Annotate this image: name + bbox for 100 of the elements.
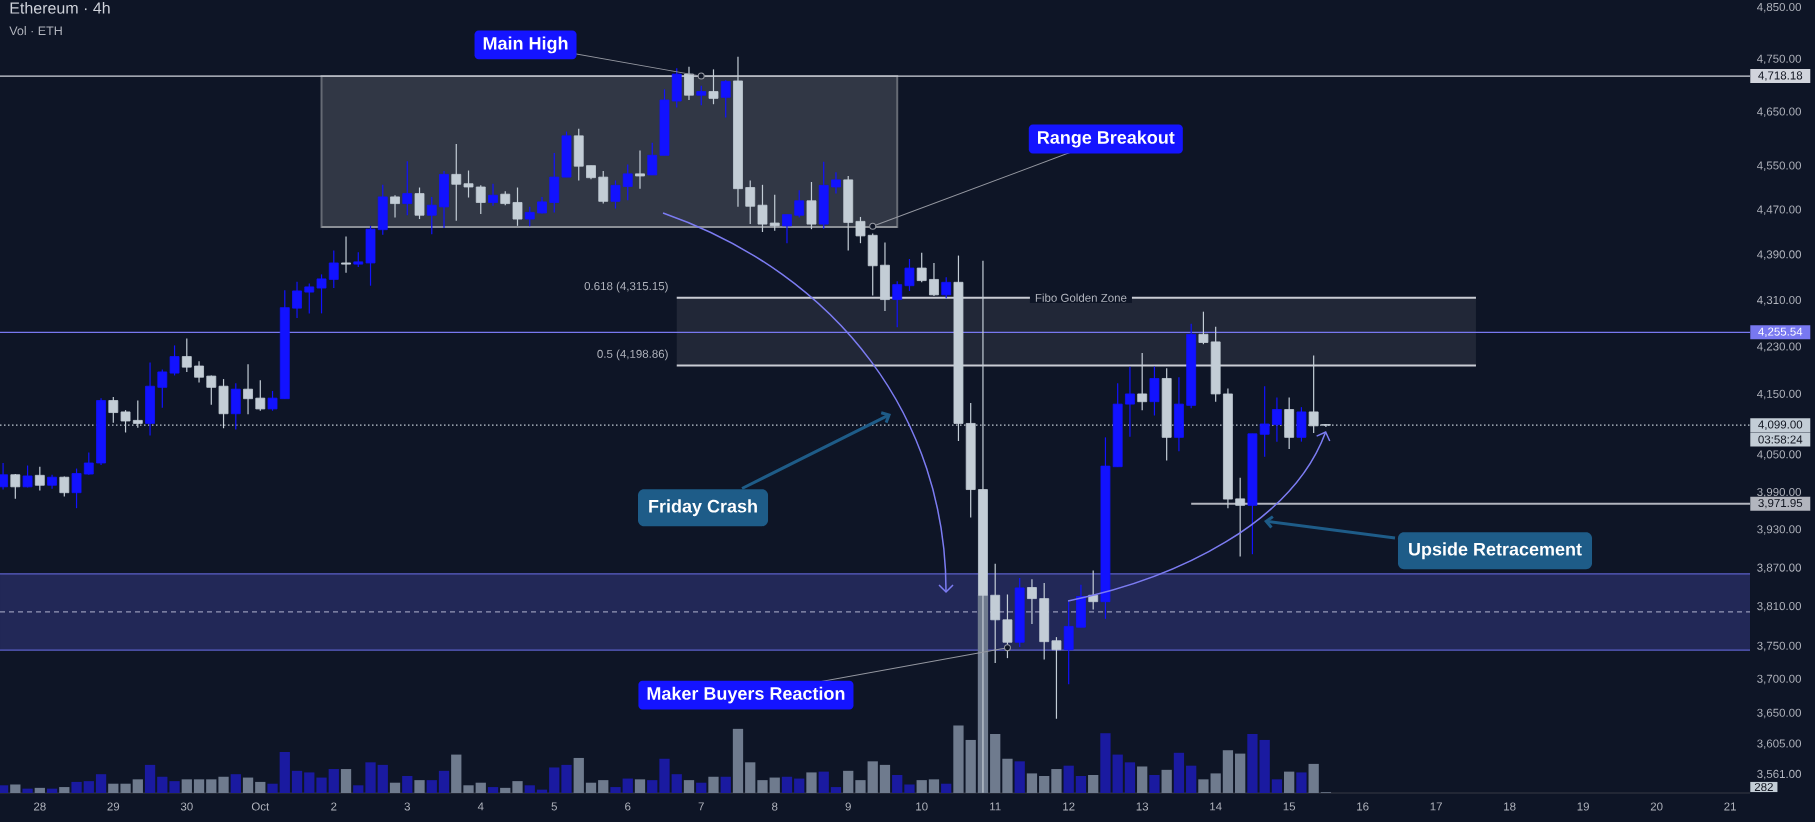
bar xyxy=(1149,774,1160,793)
candlestick xyxy=(708,68,719,105)
y-tick-label: 4,310.00 xyxy=(1757,295,1802,306)
bar xyxy=(683,780,695,793)
candlestick xyxy=(610,179,621,210)
bar xyxy=(1088,774,1099,793)
x-tick-label: 18 xyxy=(1504,802,1516,811)
bar xyxy=(1247,733,1258,793)
candlestick xyxy=(1149,366,1160,417)
candlestick xyxy=(304,282,315,314)
bar xyxy=(402,775,413,793)
text: 03:58:24 xyxy=(1758,435,1803,444)
annotation: Range Breakout xyxy=(1038,130,1175,148)
bar xyxy=(794,778,805,793)
bar xyxy=(316,777,327,793)
annotation: Fibo Golden Zone xyxy=(1035,293,1127,302)
candlestick xyxy=(255,379,266,412)
y-tick-label: 4,390.00 xyxy=(1757,250,1802,260)
candlestick xyxy=(463,169,474,199)
y-tick-label: 4,150.00 xyxy=(1757,389,1802,400)
bar xyxy=(732,728,744,793)
bar xyxy=(1259,739,1270,793)
bar xyxy=(59,787,70,793)
candlestick xyxy=(806,181,817,230)
bar xyxy=(757,780,768,793)
candlestick xyxy=(622,163,633,201)
bar xyxy=(230,774,241,793)
candlestick xyxy=(267,390,278,412)
bar xyxy=(647,780,658,793)
candlestick xyxy=(108,396,119,424)
bar xyxy=(1296,772,1307,793)
bar xyxy=(1100,733,1111,793)
bar xyxy=(573,757,584,793)
x-tick-label: 16 xyxy=(1357,802,1369,811)
y-tick-label: 3,750.00 xyxy=(1757,641,1802,652)
bar xyxy=(144,764,156,793)
candlestick xyxy=(169,344,180,377)
bar xyxy=(377,764,388,793)
bar xyxy=(1014,761,1025,793)
candlestick xyxy=(243,363,253,415)
bar xyxy=(720,776,731,793)
candlestick xyxy=(916,252,927,283)
bar xyxy=(1271,779,1283,793)
candlestick xyxy=(904,258,915,292)
annotation: Main High xyxy=(483,36,568,54)
x-tick-label: 20 xyxy=(1650,802,1663,811)
candlestick xyxy=(1027,578,1037,625)
candlestick xyxy=(1125,366,1135,438)
x-tick-label: 2 xyxy=(331,802,337,811)
bar xyxy=(365,762,376,793)
candlestick xyxy=(488,183,498,207)
bar xyxy=(941,783,952,793)
candlestick xyxy=(316,273,327,314)
candlestick xyxy=(341,235,351,274)
bar xyxy=(610,787,621,793)
x-tick-label: 30 xyxy=(180,802,193,811)
y-tick-label: 4,230.00 xyxy=(1757,342,1802,352)
candlestick xyxy=(328,249,339,289)
bar xyxy=(659,758,670,793)
x-tick-label: 17 xyxy=(1430,802,1442,811)
candlestick xyxy=(402,160,413,216)
bar xyxy=(512,781,523,793)
candlestick xyxy=(720,79,731,119)
bar xyxy=(769,777,780,793)
bar xyxy=(549,767,560,793)
x-tick-label: 6 xyxy=(625,802,631,811)
candlestick xyxy=(1259,385,1270,458)
candlestick xyxy=(769,194,780,232)
x-tick-label: 3 xyxy=(404,802,410,811)
bar xyxy=(328,769,339,793)
bar xyxy=(1235,753,1246,793)
candlestick xyxy=(157,368,168,409)
ref-line-label: 4,099.00 xyxy=(1758,420,1803,430)
text: Vol · ETH xyxy=(9,26,62,36)
bar xyxy=(830,787,842,793)
bar xyxy=(218,776,229,793)
bar xyxy=(1284,771,1295,793)
y-tick-label: 4,050.00 xyxy=(1757,450,1802,460)
candlestick xyxy=(1051,636,1062,720)
y-tick-label: 4,550.00 xyxy=(1757,161,1802,171)
bar xyxy=(598,780,609,793)
bar xyxy=(1124,762,1136,793)
bar xyxy=(745,762,756,793)
candlestick xyxy=(451,143,462,222)
bar xyxy=(340,769,352,793)
bar xyxy=(353,785,364,793)
y-tick-label: 4,650.00 xyxy=(1757,107,1802,117)
bar xyxy=(0,785,9,793)
bar xyxy=(634,779,646,793)
bar xyxy=(696,782,707,793)
bar xyxy=(463,785,474,793)
candlestick xyxy=(524,206,535,227)
bar xyxy=(1051,769,1062,793)
y-tick-label: 3,930.00 xyxy=(1757,525,1802,535)
candlestick xyxy=(34,466,45,492)
y-tick-label: 3,870.00 xyxy=(1757,563,1802,574)
bar xyxy=(1075,775,1087,793)
x-tick-label: 14 xyxy=(1210,802,1222,811)
candlestick xyxy=(1198,311,1209,345)
candlestick xyxy=(647,142,658,176)
